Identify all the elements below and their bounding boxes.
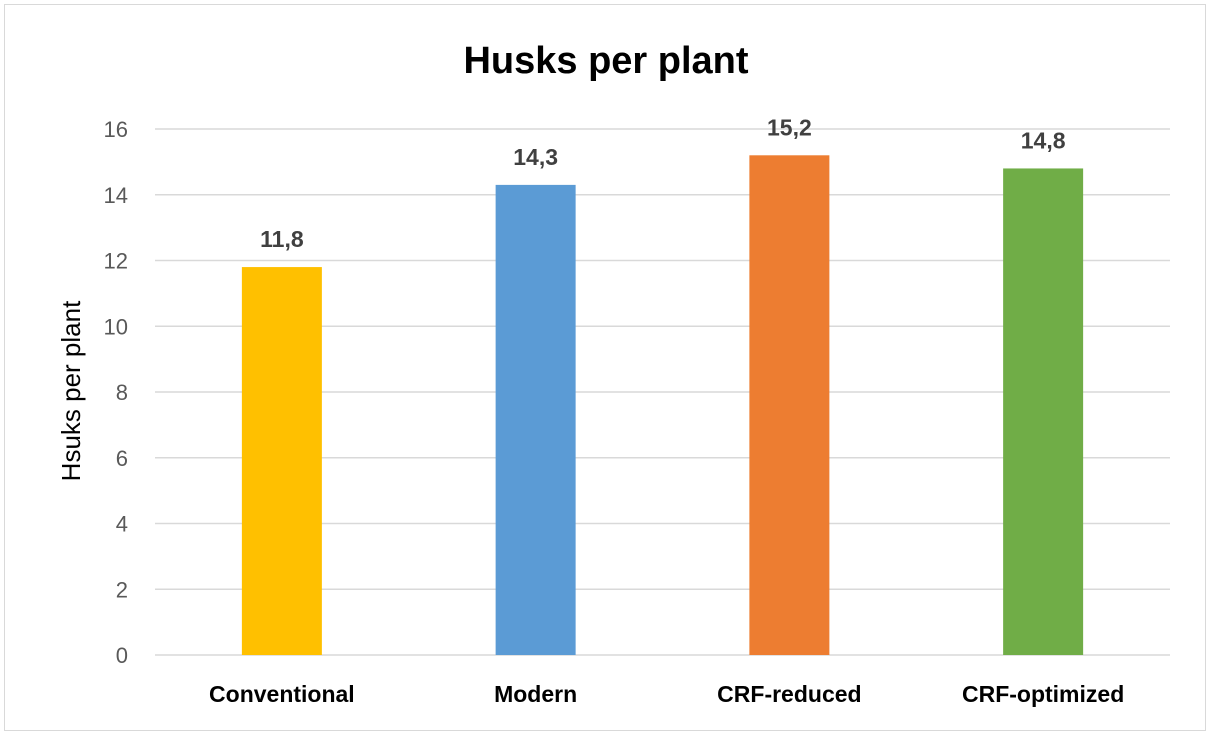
bar-modern [495, 184, 576, 655]
category-labels: Conventional Modern CRF-reduced CRF-optimiz… [209, 681, 1124, 707]
y-tick-label: 4 [116, 512, 128, 537]
y-tick-label: 16 [104, 117, 128, 142]
category-label: Conventional [209, 681, 355, 707]
y-tick-label: 14 [104, 183, 128, 208]
data-label: 11,8 [260, 226, 304, 252]
y-tick-labels: 0 2 4 6 8 10 12 14 16 [104, 117, 128, 668]
y-tick-label: 12 [104, 249, 128, 274]
data-label: 14,3 [513, 144, 558, 170]
y-tick-label: 6 [116, 446, 128, 471]
category-label: CRF-reduced [717, 681, 861, 707]
y-tick-label: 2 [116, 577, 128, 602]
y-tick-label: 0 [116, 643, 128, 668]
bar-conventional [241, 267, 322, 655]
category-label: Modern [494, 681, 577, 707]
y-tick-label: 8 [116, 380, 128, 405]
y-axis-label: Hsuks per plant [56, 300, 86, 481]
data-labels: 11,8 14,3 15,2 14,8 [260, 114, 1066, 252]
chart-title: Husks per plant [463, 40, 748, 82]
data-label: 15,2 [767, 114, 812, 140]
bar-crf-reduced [749, 155, 830, 656]
bar-crf-optimized [1003, 168, 1084, 655]
category-label: CRF-optimized [962, 681, 1124, 707]
y-tick-label: 10 [104, 314, 128, 339]
gridlines [155, 128, 1170, 656]
bars [241, 155, 1084, 656]
data-label: 14,8 [1021, 127, 1066, 153]
